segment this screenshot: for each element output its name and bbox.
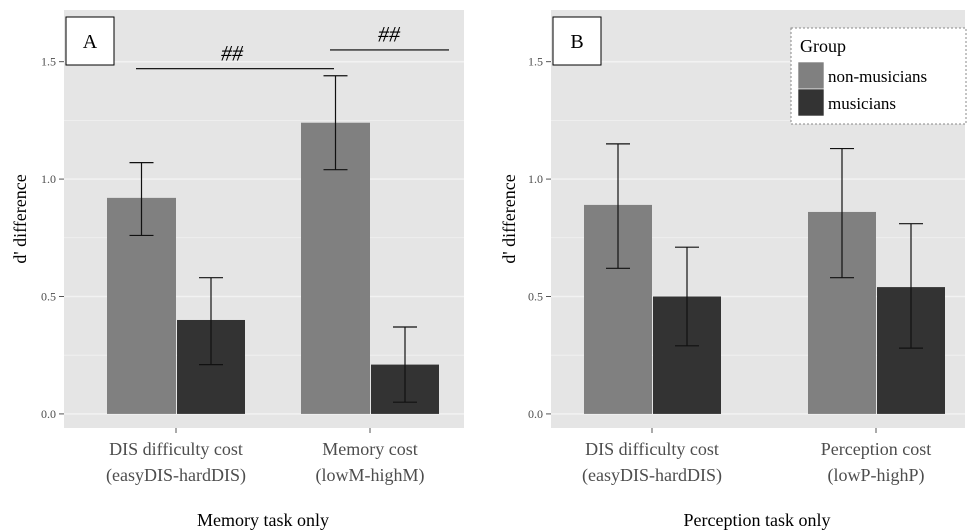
x-tick-label: Perception cost xyxy=(821,439,931,459)
bar-non-musicians-1 xyxy=(301,122,370,414)
x-tick-label: (easyDIS-hardDIS) xyxy=(582,465,722,486)
error-bar xyxy=(830,147,854,279)
y-tick-label: 0.0 xyxy=(41,407,56,421)
panel-label: B xyxy=(570,31,583,53)
significance-marker: ## xyxy=(221,40,244,65)
error-bar xyxy=(199,277,223,366)
y-tick-label: 0.5 xyxy=(41,289,56,303)
y-tick-label: 0.0 xyxy=(528,407,543,421)
error-bar xyxy=(393,326,417,403)
x-tick-label: (lowP-highP) xyxy=(827,465,924,486)
y-axis-title: d' difference xyxy=(10,174,30,263)
panel-label: A xyxy=(83,31,98,53)
legend-key-musicians xyxy=(797,88,825,117)
y-tick-label: 1.5 xyxy=(528,55,543,69)
x-tick-label: (easyDIS-hardDIS) xyxy=(106,465,246,486)
error-bar xyxy=(129,162,154,237)
y-tick-label: 1.5 xyxy=(41,55,56,69)
legend-key-non-musicians xyxy=(797,61,825,90)
x-axis-title: Memory task only xyxy=(197,510,329,530)
chart-panel-b: 0.0 0.5 1.0 1.5 DIS difficulty cost (easyDIS-… xyxy=(499,10,967,530)
error-bar xyxy=(606,143,630,269)
error-bar xyxy=(899,223,923,349)
chart-panel-a: 0.0 0.5 1.0 1.5 ## ## DIS difficulty cost (easy… xyxy=(10,10,464,530)
legend-label: musicians xyxy=(828,94,896,113)
panel-label-box xyxy=(552,16,602,66)
significance-marker: ## xyxy=(378,22,401,47)
x-tick-label: Memory cost xyxy=(322,439,417,459)
x-axis-title: Perception task only xyxy=(684,510,831,530)
panel-label-box xyxy=(65,16,115,66)
y-tick-label: 1.0 xyxy=(41,172,56,186)
legend-label: non-musicians xyxy=(828,67,927,86)
legend-title: Group xyxy=(800,36,846,56)
y-tick-label: 1.0 xyxy=(528,172,543,186)
y-axis-title: d' difference xyxy=(499,174,519,263)
x-tick-label: (lowM-highM) xyxy=(316,465,425,486)
error-bar xyxy=(323,75,348,171)
x-tick-label: DIS difficulty cost xyxy=(585,439,719,459)
x-tick-label: DIS difficulty cost xyxy=(109,439,243,459)
legend: Group non-musicians musicians xyxy=(790,27,967,125)
error-bar xyxy=(675,246,699,347)
y-tick-label: 0.5 xyxy=(528,289,543,303)
